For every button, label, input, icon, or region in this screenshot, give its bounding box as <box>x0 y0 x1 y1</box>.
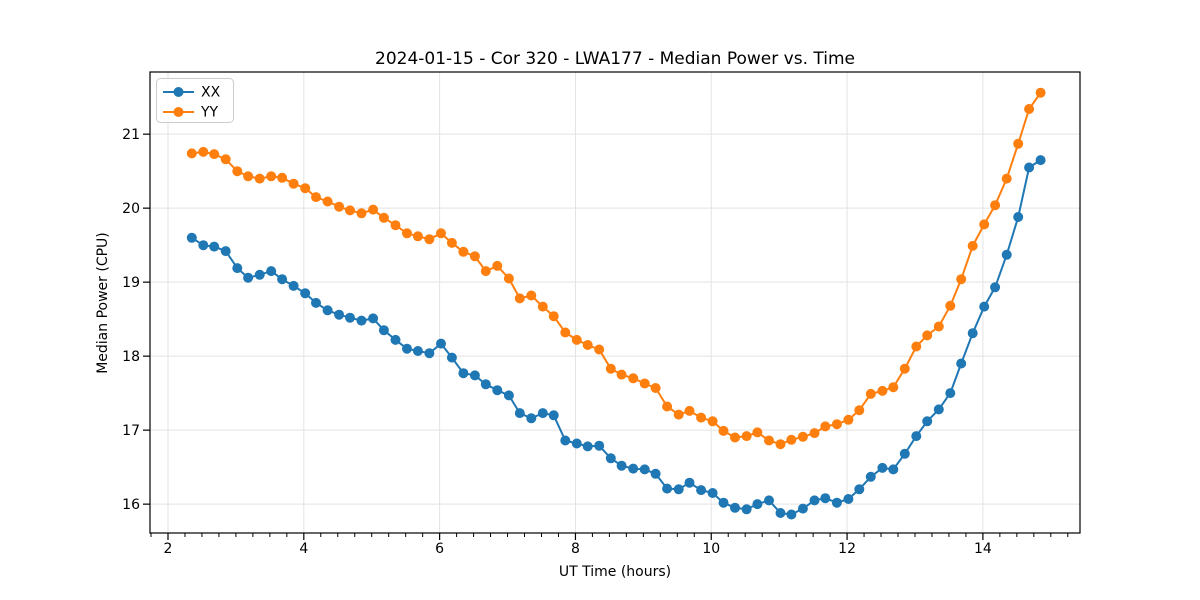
legend: XX YY <box>156 78 234 123</box>
y-axis-label: Median Power (CPU) <box>95 232 111 374</box>
legend-label-yy: YY <box>200 105 219 121</box>
plot-area: 2 4 6 8 10 12 14 16 17 18 19 20 21 <box>122 71 1081 557</box>
chart-title: 2024-01-15 - Cor 320 - LWA177 - Median P… <box>375 49 855 69</box>
legend-box <box>156 78 234 123</box>
x-tick-label: 14 <box>974 541 992 557</box>
legend-marker-xx <box>173 87 184 97</box>
y-tick-label: 20 <box>122 201 140 217</box>
y-tick-label: 19 <box>122 275 140 291</box>
y-tick-label: 16 <box>122 497 140 513</box>
x-tick-label: 4 <box>299 541 308 557</box>
x-tick-label: 8 <box>571 541 580 557</box>
x-tick-label: 2 <box>164 541 173 557</box>
axes-spines <box>149 71 1081 534</box>
x-axis-label: UT Time (hours) <box>559 564 671 580</box>
x-tick-label: 6 <box>435 541 444 557</box>
y-tick-label: 18 <box>122 349 140 365</box>
legend-label-xx: XX <box>201 85 221 101</box>
series-yy <box>186 87 1046 450</box>
y-tick-label: 17 <box>122 423 140 439</box>
y-tick-label: 21 <box>122 127 140 143</box>
gridlines <box>150 72 1080 533</box>
legend-marker-yy <box>173 107 184 117</box>
x-tick-label: 12 <box>838 541 856 557</box>
series-xx <box>186 155 1046 520</box>
x-tick-label: 10 <box>702 541 720 557</box>
ticks: 2 4 6 8 10 12 14 16 17 18 19 20 21 <box>122 127 1069 557</box>
